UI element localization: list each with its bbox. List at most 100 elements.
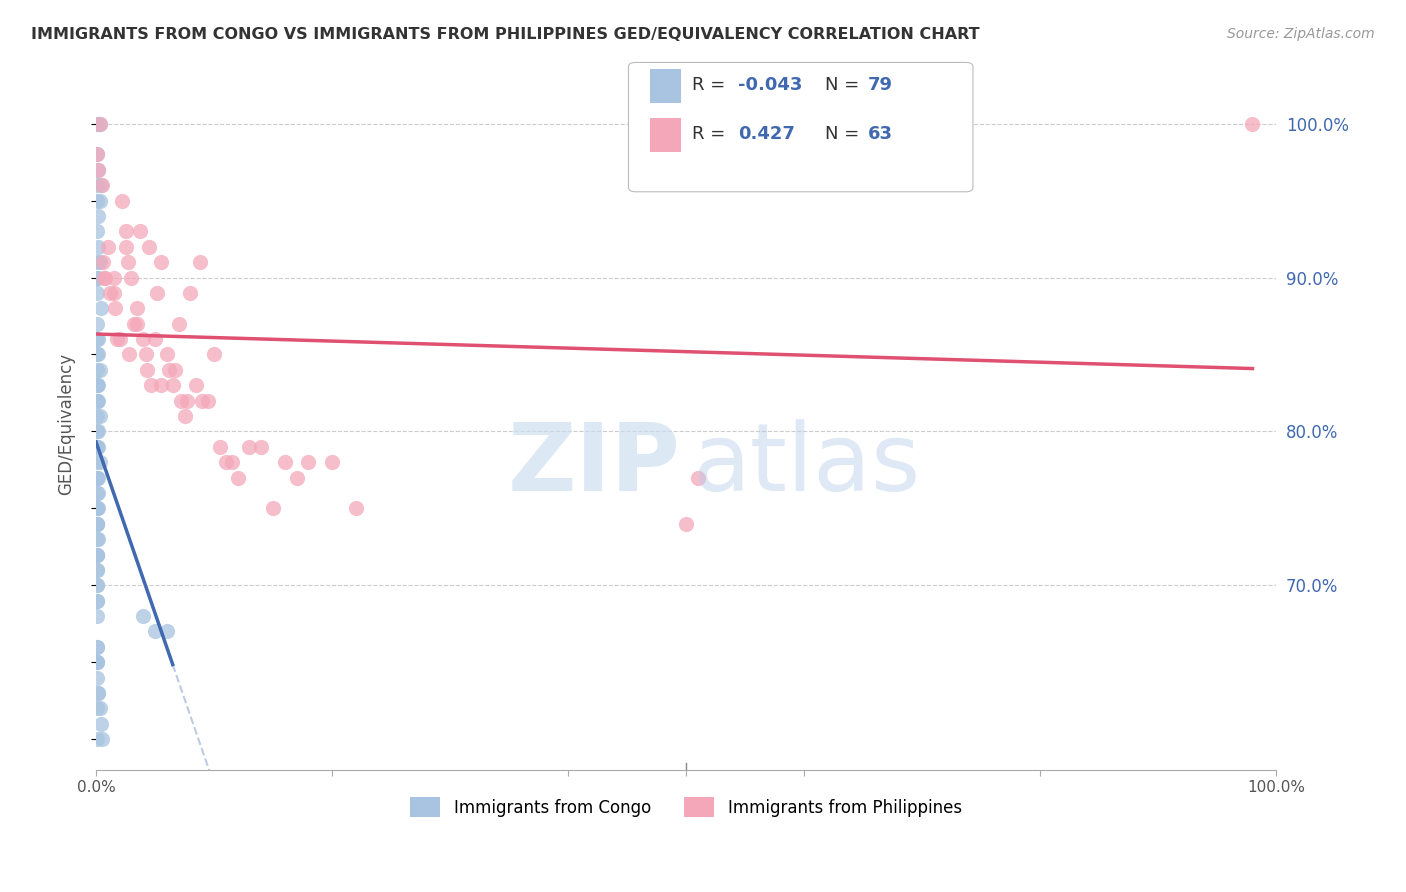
Point	[114, 240, 136, 254]
Text: Source: ZipAtlas.com: Source: ZipAtlas.com	[1227, 27, 1375, 41]
Point	[87, 486, 110, 500]
Point	[87, 501, 110, 516]
Point	[132, 332, 155, 346]
Point	[128, 224, 150, 238]
Point	[156, 347, 179, 361]
Point	[221, 455, 243, 469]
Point	[149, 255, 172, 269]
Point	[87, 378, 110, 392]
Point	[157, 363, 180, 377]
Point	[86, 655, 108, 669]
Point	[86, 609, 108, 624]
Point	[86, 224, 108, 238]
Point	[90, 301, 112, 316]
Point	[87, 393, 110, 408]
Point	[297, 455, 319, 469]
Point	[86, 671, 108, 685]
Point	[89, 117, 111, 131]
Point	[111, 194, 134, 208]
Point	[162, 378, 184, 392]
Point	[135, 347, 157, 361]
Point	[86, 578, 108, 592]
Point	[86, 548, 108, 562]
Point	[86, 363, 108, 377]
Point	[87, 470, 110, 484]
Point	[86, 147, 108, 161]
Point	[274, 455, 297, 469]
Point	[98, 285, 121, 300]
Point	[87, 686, 110, 700]
Point	[86, 194, 108, 208]
Point	[90, 178, 112, 193]
Point	[87, 240, 110, 254]
Point	[89, 255, 111, 269]
Point	[86, 732, 108, 747]
Point	[156, 624, 179, 639]
Point	[103, 270, 125, 285]
Point	[86, 147, 108, 161]
Point	[117, 255, 139, 269]
Point	[238, 440, 260, 454]
Point	[86, 516, 108, 531]
Point	[127, 301, 149, 316]
Point	[191, 393, 214, 408]
Point	[86, 455, 108, 469]
Text: R =: R =	[692, 76, 731, 94]
Point	[86, 117, 108, 131]
Point	[86, 285, 108, 300]
Point	[87, 270, 110, 285]
Point	[226, 470, 249, 484]
Point	[89, 194, 111, 208]
Point	[86, 317, 108, 331]
Point	[146, 285, 169, 300]
Point	[122, 317, 145, 331]
Text: IMMIGRANTS FROM CONGO VS IMMIGRANTS FROM PHILIPPINES GED/EQUIVALENCY CORRELATION: IMMIGRANTS FROM CONGO VS IMMIGRANTS FROM…	[31, 27, 980, 42]
Point	[86, 393, 108, 408]
Point	[86, 563, 108, 577]
Point	[103, 285, 125, 300]
Point	[87, 532, 110, 546]
Point	[138, 240, 160, 254]
Point	[114, 224, 136, 238]
Point	[89, 409, 111, 423]
Point	[1241, 117, 1264, 131]
Text: ZIP: ZIP	[508, 419, 681, 511]
Point	[87, 162, 110, 177]
Text: 0.427: 0.427	[738, 125, 794, 143]
Point	[94, 270, 117, 285]
Point	[86, 593, 108, 607]
Point	[86, 578, 108, 592]
Point	[135, 363, 157, 377]
Point	[93, 270, 115, 285]
Point	[87, 347, 110, 361]
Point	[86, 393, 108, 408]
Point	[87, 686, 110, 700]
Point	[127, 317, 149, 331]
Text: 63: 63	[868, 125, 893, 143]
Point	[90, 178, 112, 193]
Point	[262, 501, 284, 516]
Point	[86, 470, 108, 484]
Point	[86, 178, 108, 193]
Text: 79: 79	[868, 76, 893, 94]
Point	[87, 162, 110, 177]
Point	[86, 516, 108, 531]
Point	[173, 409, 195, 423]
Point	[149, 378, 172, 392]
Point	[86, 270, 108, 285]
Point	[86, 548, 108, 562]
Point	[86, 255, 108, 269]
Point	[86, 640, 108, 654]
Point	[167, 317, 190, 331]
Point	[86, 501, 108, 516]
Point	[91, 255, 114, 269]
Point	[86, 378, 108, 392]
Point	[143, 332, 166, 346]
Point	[86, 655, 108, 669]
Point	[285, 470, 308, 484]
Y-axis label: GED/Equivalency: GED/Equivalency	[58, 352, 75, 495]
Text: N =: N =	[825, 76, 865, 94]
Point	[197, 393, 219, 408]
Point	[89, 701, 111, 715]
Point	[86, 563, 108, 577]
